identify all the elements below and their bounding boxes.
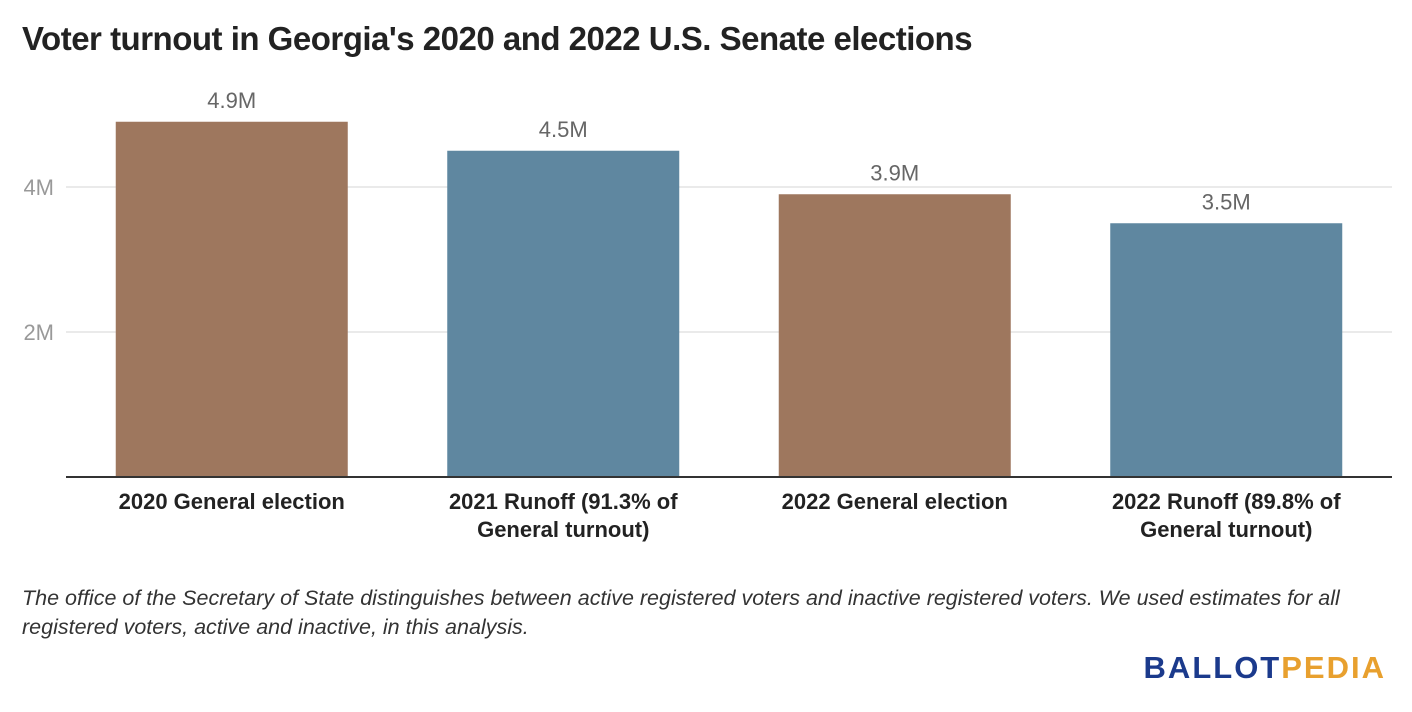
bar-value-label: 3.9M bbox=[870, 160, 919, 185]
bar-value-label: 4.5M bbox=[539, 117, 588, 142]
bar bbox=[1110, 223, 1343, 477]
x-category-label: 2022 Runoff (89.8% of bbox=[1112, 489, 1341, 514]
x-category-label: General turnout) bbox=[1140, 517, 1312, 542]
ballotpedia-logo[interactable]: BALLOTPEDIA bbox=[1144, 650, 1386, 686]
x-category-label: 2021 Runoff (91.3% of bbox=[449, 489, 678, 514]
chart-note: The office of the Secretary of State dis… bbox=[22, 586, 1340, 639]
bar bbox=[447, 150, 680, 477]
x-category-label: General turnout) bbox=[477, 517, 649, 542]
bar-value-label: 4.9M bbox=[207, 88, 256, 113]
y-tick-label: 2M bbox=[23, 320, 54, 345]
x-category-label: 2022 General election bbox=[782, 489, 1008, 514]
bar-value-label: 3.5M bbox=[1202, 189, 1251, 214]
bar-chart: 2M 4M 4.9M 2020 General election 4.5M 2021 Ru… bbox=[23, 88, 1392, 542]
y-tick-label: 4M bbox=[23, 175, 54, 200]
bar bbox=[115, 121, 348, 477]
logo-text-pedia: PEDIA bbox=[1281, 650, 1386, 685]
logo-text-ballot: BALLOT bbox=[1143, 650, 1282, 685]
x-category-label: 2020 General election bbox=[119, 489, 345, 514]
chart-title: Voter turnout in Georgia's 2020 and 2022… bbox=[22, 20, 973, 57]
bar bbox=[778, 194, 1011, 477]
